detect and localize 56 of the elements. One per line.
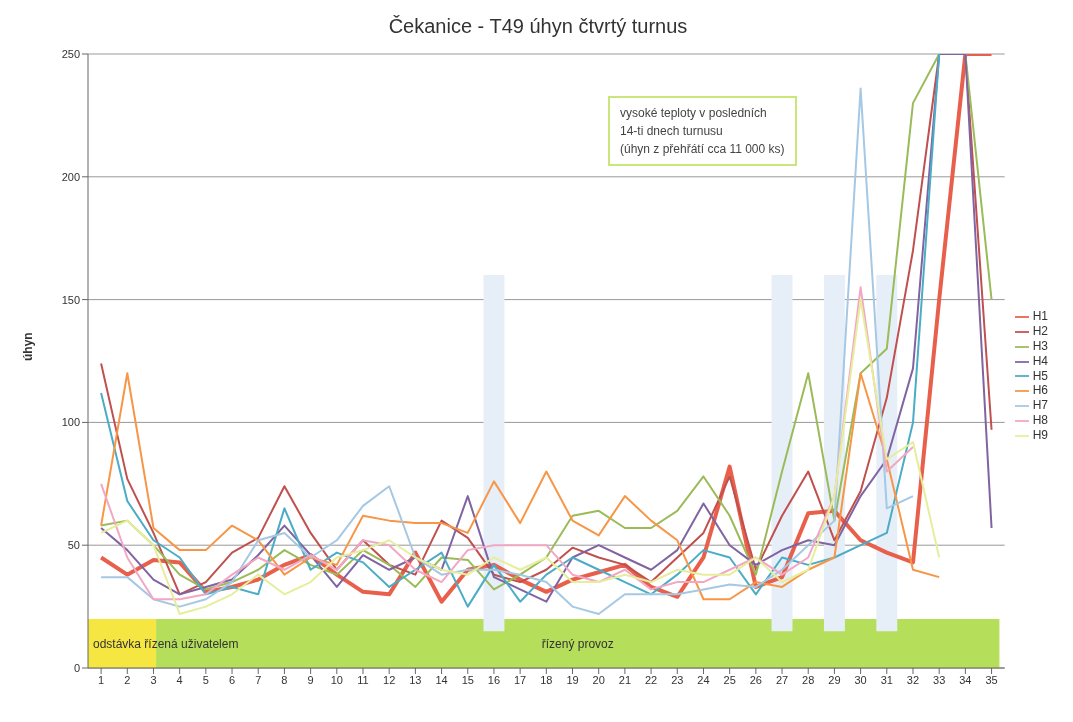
x-tick-label: 4 (176, 673, 183, 686)
callout-box: vysoké teploty v posledních 14-ti dnech turnusu (úhyn z přehřátí cca 11 000 ks) (608, 96, 797, 166)
x-tick-label: 33 (933, 673, 946, 686)
x-tick-label: 27 (775, 673, 789, 686)
legend-label: H6 (1032, 383, 1048, 398)
band-label: řízený provoz (541, 636, 614, 651)
line-series (100, 372, 941, 601)
x-tick-label: 1 (98, 673, 105, 686)
x-tick-label: 21 (618, 673, 632, 686)
y-axis-title: úhyn (21, 332, 36, 361)
x-tick-label: 26 (749, 673, 762, 686)
y-tick-label: 100 (61, 416, 80, 429)
y-tick-label: 250 (61, 47, 80, 60)
x-tick-label: 25 (723, 673, 736, 686)
x-tick-label: 15 (461, 673, 474, 686)
band-label: odstávka řízená uživatelem (93, 636, 239, 651)
x-tick-label: 5 (202, 673, 209, 686)
y-tick-label: 200 (61, 170, 80, 183)
x-tick-label: 16 (487, 673, 501, 686)
x-tick-label: 10 (330, 673, 343, 686)
y-tick-label: 50 (67, 539, 80, 552)
x-tick-label: 3 (150, 673, 157, 686)
x-tick-label: 32 (906, 673, 920, 686)
x-tick-label: 35 (985, 673, 998, 686)
legend-label: H7 (1032, 398, 1048, 413)
x-tick-label: 17 (514, 673, 527, 686)
y-tick-label: 0 (73, 661, 80, 674)
x-tick-label: 2 (124, 673, 131, 686)
x-tick-label: 6 (228, 673, 236, 686)
chart-title: Čekanice - T49 úhyn čtvrtý turnus (387, 14, 689, 39)
x-tick-label: 31 (880, 673, 893, 686)
x-tick-label: 23 (671, 673, 684, 686)
x-tick-label: 20 (592, 673, 605, 686)
x-tick-label: 28 (802, 673, 815, 686)
legend-label: H1 (1032, 309, 1048, 324)
legend-label: H9 (1032, 427, 1048, 442)
legend-label: H3 (1032, 338, 1048, 353)
legend-label: H5 (1032, 368, 1048, 383)
x-tick-label: 19 (566, 673, 579, 686)
x-tick-label: 29 (828, 673, 841, 686)
x-tick-label: 7 (255, 673, 262, 686)
x-tick-label: 34 (959, 673, 972, 686)
x-tick-label: 12 (383, 673, 396, 686)
x-tick-label: 11 (357, 673, 369, 686)
legend-label: H8 (1032, 413, 1048, 428)
y-tick-label: 150 (61, 293, 80, 306)
x-tick-label: 13 (409, 673, 422, 686)
legend-label: H2 (1032, 324, 1048, 339)
x-tick-label: 14 (435, 673, 448, 686)
x-tick-label: 8 (281, 673, 288, 686)
x-tick-label: 30 (854, 673, 867, 686)
x-tick-label: 22 (644, 673, 658, 686)
legend-label: H4 (1032, 353, 1048, 368)
x-tick-label: 18 (540, 673, 553, 686)
x-tick-label: 9 (307, 673, 314, 686)
x-tick-label: 24 (697, 673, 710, 686)
